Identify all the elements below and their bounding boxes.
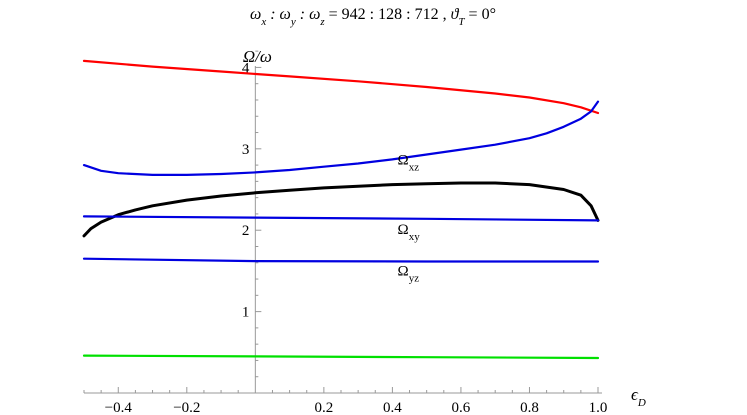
x-tick-label: 0.6 — [452, 400, 471, 415]
x-tick-label: 0.4 — [383, 400, 402, 415]
annotation-label-yz: Ωyz — [398, 263, 420, 284]
chart-title-text: ωx : ωy : ωz = 942 : 128 : 712 , ϑT = 0° — [250, 6, 496, 28]
x-tick-label: −0.4 — [105, 400, 133, 415]
annotation-label-xz: Ωxz — [398, 153, 420, 174]
series-line-4 — [82, 257, 600, 263]
chart-series — [82, 59, 600, 360]
chart-annotations: Ωxz Ωxy Ωyz — [398, 153, 421, 285]
y-tick-label: 1 — [242, 305, 250, 321]
series-line-5 — [82, 354, 600, 360]
y-tick-label: 4 — [242, 60, 250, 76]
x-axis-title: ϵD — [631, 385, 646, 409]
y-tick-label: 2 — [242, 223, 250, 239]
series-line-0 — [82, 59, 600, 115]
series-line-3 — [82, 215, 600, 222]
y-tick-label: 3 — [242, 142, 250, 158]
series-line-2 — [82, 181, 600, 238]
chart-title: ωx : ωy : ωz = 942 : 128 : 712 , ϑT = 0° — [250, 6, 496, 28]
x-tick-label: −0.2 — [173, 400, 200, 415]
chart-axes: −0.4 −0.2 0.2 0.4 0.6 0.8 1.0 1 2 3 4Ω/ω ϵD — [83, 47, 646, 415]
series-line-1 — [82, 100, 600, 176]
x-tick-label: 1.0 — [589, 400, 608, 415]
x-tick-label: 0.2 — [314, 400, 333, 415]
annotation-label-xy: Ωxy — [398, 222, 421, 243]
y-axis-title: Ω/ω — [243, 47, 272, 66]
x-tick-label: 0.8 — [520, 400, 539, 415]
